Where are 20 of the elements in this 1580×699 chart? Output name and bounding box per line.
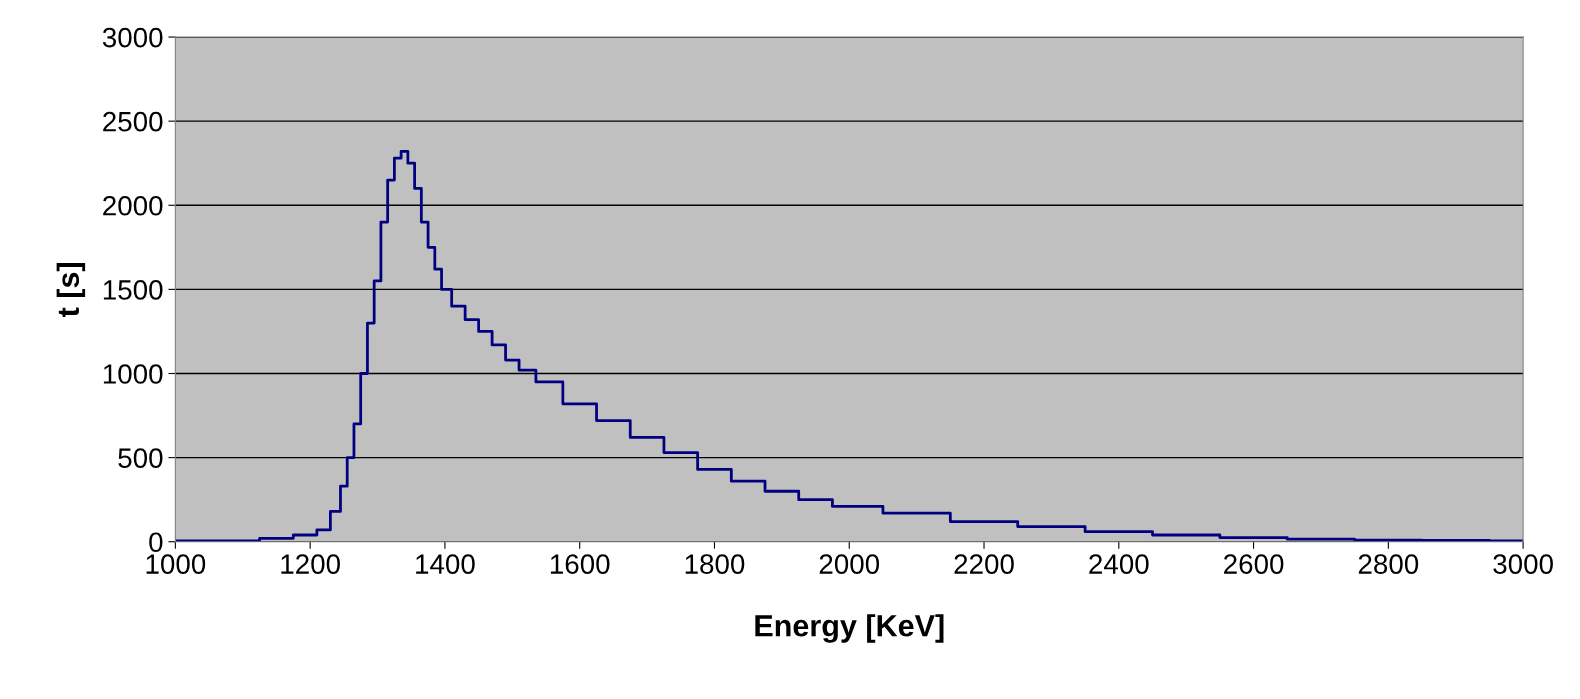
- y-tick-label: 0: [149, 532, 163, 553]
- x-tick-label: 1800: [685, 554, 745, 574]
- x-tick-label: 2600: [1224, 554, 1284, 574]
- y-tick-label: 1500: [103, 280, 163, 300]
- x-tick-label: 2000: [819, 554, 880, 574]
- x-tick-label: 1000: [146, 554, 206, 574]
- x-tick-label: 1600: [550, 554, 610, 574]
- y-tick-label: 2000: [103, 195, 163, 216]
- x-tick-label: 3000: [1493, 554, 1553, 574]
- y-axis-title: t [s]: [56, 263, 86, 318]
- x-tick-label: 2800: [1358, 554, 1419, 574]
- x-tick-label: 2200: [954, 554, 1014, 574]
- x-tick-label: 1200: [281, 554, 340, 574]
- y-tick-label: 1000: [103, 364, 163, 384]
- y-tick-label: 500: [118, 448, 163, 468]
- x-axis-title: Energy [KeV]: [755, 614, 944, 643]
- y-tick-label: 3000: [102, 27, 163, 48]
- x-tick-label: 2400: [1089, 554, 1149, 574]
- x-tick-label: 1400: [416, 554, 475, 574]
- y-tick-label: 2500: [103, 111, 163, 132]
